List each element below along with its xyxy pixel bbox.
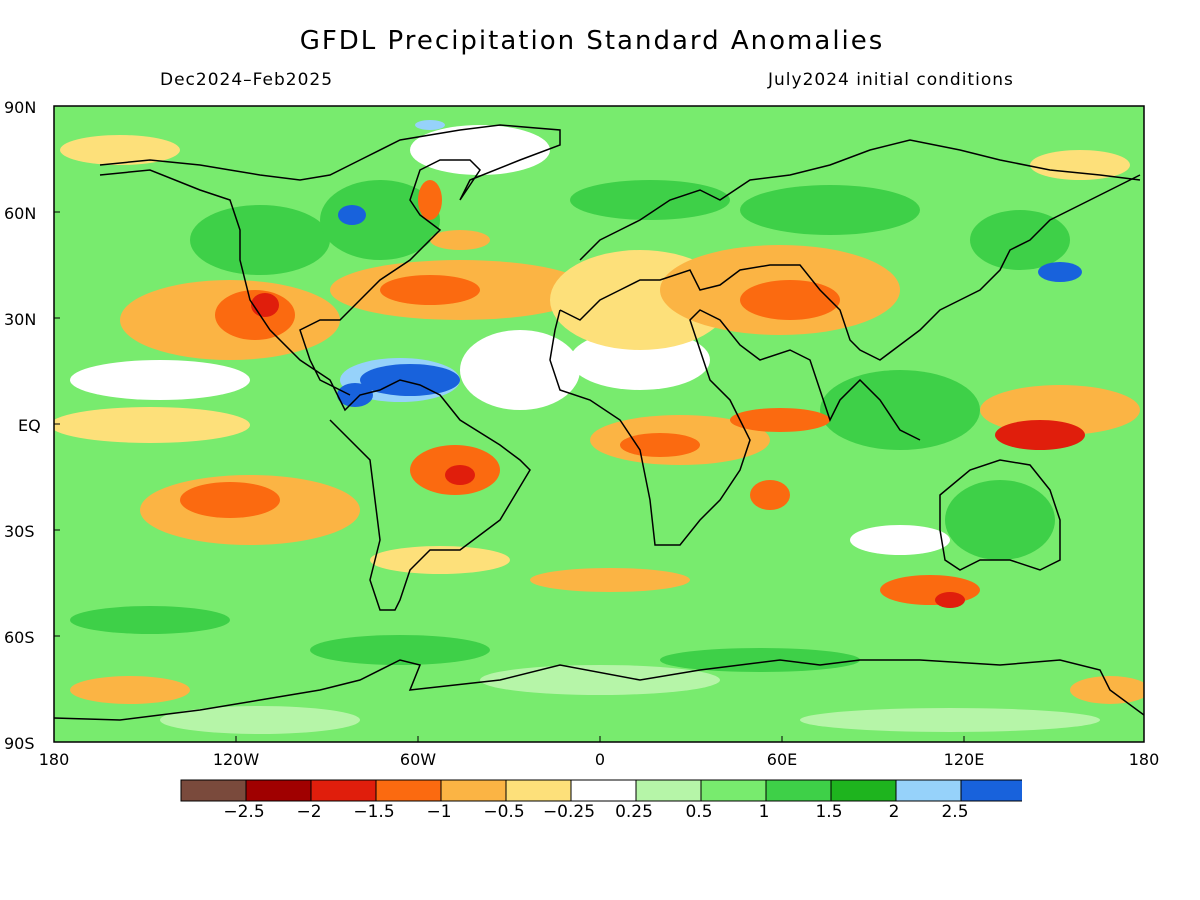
lat-label-30n: 30N: [4, 310, 37, 329]
season-label: Dec2024–Feb2025: [160, 70, 334, 90]
colorbar-swatch: [375, 779, 442, 802]
dry-anomaly-patches: [54, 180, 1144, 704]
colorbar-swatch: [635, 779, 702, 802]
lon-label-180e: 180: [1128, 750, 1160, 769]
lon-label-120e: 120E: [943, 750, 985, 769]
colorbar-tick-label: 1: [758, 802, 770, 822]
colorbar-swatch: [570, 779, 637, 802]
lat-label-eq: EQ: [18, 416, 41, 435]
axis-ticks: [54, 211, 965, 742]
coastlines: [54, 124, 1144, 721]
lat-label-30s: 30S: [4, 522, 35, 541]
colorbar-swatch: [700, 779, 767, 802]
initial-conditions-label: July2024 initial conditions: [768, 70, 1014, 90]
colorbar-tick-label: 2: [888, 802, 900, 822]
colorbar-tick-label: −2.5: [223, 802, 265, 822]
colorbar-tick-label: −1.5: [353, 802, 395, 822]
colorbar-tick-label: −0.5: [483, 802, 525, 822]
lon-label-60e: 60E: [766, 750, 798, 769]
colorbar-swatch: [310, 779, 377, 802]
wet-anomaly-patches: [70, 180, 1070, 672]
colorbar-swatch: [505, 779, 572, 802]
colorbar-tick-label: 0.5: [685, 802, 713, 822]
map-title: GFDL Precipitation Standard Anomalies: [299, 26, 885, 56]
lat-label-90n: 90N: [4, 98, 37, 117]
colorbar-swatch: [180, 779, 247, 802]
lat-label-90s: 90S: [4, 734, 35, 753]
colorbar-swatch: [245, 779, 312, 802]
colorbar-swatch: [960, 779, 1022, 802]
lon-label-180w: 180: [38, 750, 70, 769]
lon-label-60w: 60W: [399, 750, 437, 769]
colorbar-tick-label: 0.25: [615, 802, 653, 822]
lon-label-120w: 120W: [212, 750, 260, 769]
colorbar-tick-label: −2: [296, 802, 322, 822]
colorbar-swatch: [895, 779, 962, 802]
colorbar-tick-label: −1: [426, 802, 452, 822]
colorbar-tick-label: −0.25: [542, 802, 596, 822]
lat-label-60s: 60S: [4, 628, 35, 647]
colorbar-swatch: [440, 779, 507, 802]
colorbar-tick-label: 1.5: [815, 802, 843, 822]
colorbar-tick-label: 2.5: [941, 802, 969, 822]
colorbar-swatch: [765, 779, 832, 802]
colorbar: [180, 779, 1022, 802]
lon-label-0: 0: [594, 750, 606, 769]
lat-label-60n: 60N: [4, 204, 37, 223]
colorbar-swatch: [830, 779, 897, 802]
